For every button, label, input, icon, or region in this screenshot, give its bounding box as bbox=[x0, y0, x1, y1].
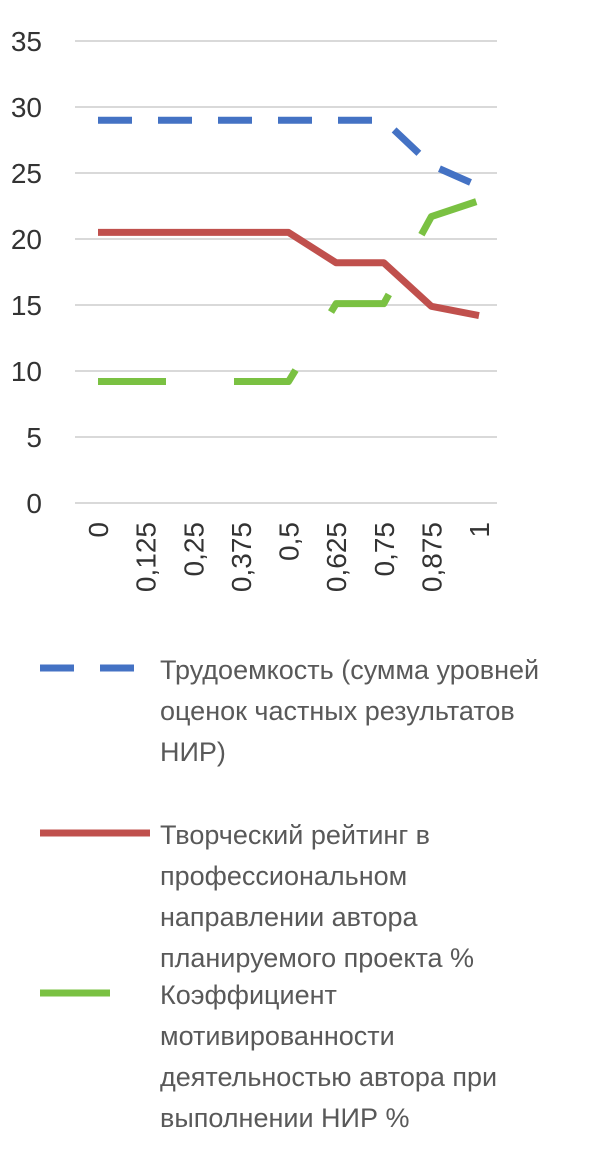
x-tick-label: 0,875 bbox=[416, 522, 447, 592]
legend-swatch bbox=[40, 989, 150, 997]
legend-item: Творческий рейтинг в профессиональном на… bbox=[0, 815, 600, 985]
x-tick-label: 0,625 bbox=[321, 522, 352, 592]
series-line bbox=[98, 228, 480, 319]
y-tick-label: 30 bbox=[11, 92, 42, 123]
series-line bbox=[98, 116, 481, 190]
legend-label: Коэффициент мотивированности деятельност… bbox=[160, 980, 498, 1133]
x-tick-label: 1 bbox=[464, 522, 495, 538]
x-tick-label: 0,5 bbox=[274, 522, 305, 561]
x-tick-label: 0,75 bbox=[369, 522, 400, 577]
legend-label: Творческий рейтинг в профессиональном на… bbox=[160, 820, 475, 973]
legend-item: Коэффициент мотивированности деятельност… bbox=[0, 975, 600, 1145]
legend-label: Трудоемкость (сумма уровней оценок частн… bbox=[160, 655, 540, 767]
x-tick-label: 0,125 bbox=[131, 522, 162, 592]
y-tick-label: 5 bbox=[26, 422, 42, 453]
y-tick-label: 10 bbox=[11, 356, 42, 387]
legend-swatch bbox=[40, 664, 150, 672]
y-tick-label: 25 bbox=[11, 158, 42, 189]
x-tick-label: 0 bbox=[83, 522, 114, 538]
x-tick-label: 0,25 bbox=[178, 522, 209, 577]
legend-swatch bbox=[40, 829, 150, 837]
x-tick-label: 0,375 bbox=[226, 522, 257, 592]
y-tick-label: 20 bbox=[11, 224, 42, 255]
chart: 0 5 10 15 20 25 30 35 0 0,125 0,25 0,375 0,5 0,625 0,7… bbox=[11, 26, 497, 592]
series-line bbox=[98, 197, 481, 386]
y-tick-label: 35 bbox=[11, 26, 42, 57]
y-tick-label: 15 bbox=[11, 290, 42, 321]
y-tick-label: 0 bbox=[26, 488, 42, 519]
legend-item: Трудоемкость (сумма уровней оценок частн… bbox=[0, 650, 600, 820]
